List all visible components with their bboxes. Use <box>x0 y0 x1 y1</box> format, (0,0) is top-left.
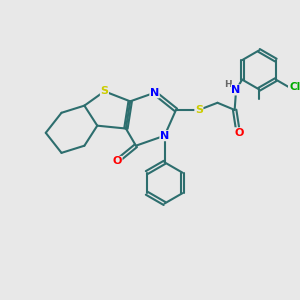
Text: O: O <box>112 156 122 167</box>
Text: Cl: Cl <box>290 82 300 92</box>
Text: H: H <box>224 80 231 89</box>
Text: N: N <box>160 131 169 141</box>
Text: N: N <box>150 88 159 98</box>
Text: S: S <box>100 86 108 96</box>
Text: O: O <box>234 128 244 138</box>
Text: N: N <box>232 85 241 95</box>
Text: S: S <box>195 105 203 115</box>
